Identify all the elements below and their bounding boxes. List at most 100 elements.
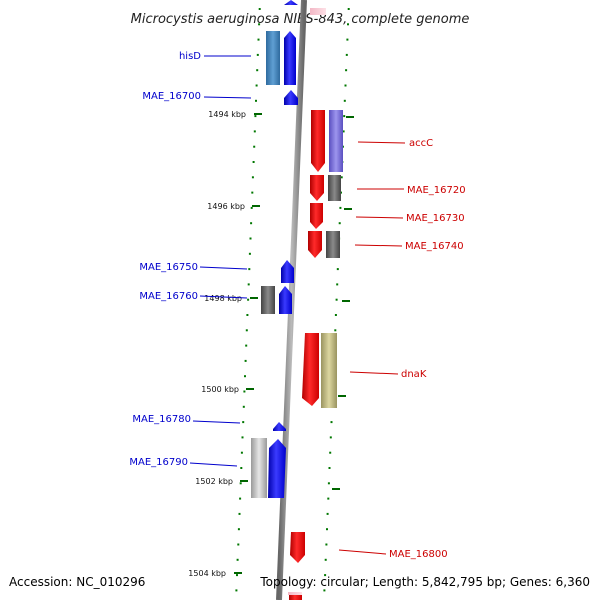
guide-dot <box>334 329 337 332</box>
gene-box-MAE_16760-gray[interactable] <box>261 286 275 314</box>
guide-dot <box>336 268 339 271</box>
guide-dot <box>339 206 342 209</box>
gene-arrow-hisD[interactable] <box>284 31 296 85</box>
gene-label-accC[interactable]: accC <box>409 138 433 149</box>
tick-1502: 1502 kbp <box>195 477 248 486</box>
tick-label: 1494 kbp <box>208 110 246 119</box>
tick-1504: 1504 kbp <box>188 569 242 578</box>
gene-arrow-MAE_16750[interactable] <box>281 260 294 283</box>
guide-dot <box>340 176 343 179</box>
gene-label-MAE_16800[interactable]: MAE_16800 <box>389 549 448 560</box>
guide-dot <box>254 115 257 118</box>
gene-arrow-partial-top[interactable] <box>284 0 298 5</box>
gene-labels: hisD MAE_16700 MAE_16750 MAE_16760 MAE_1… <box>129 51 465 560</box>
gene-arrow-MAE_16740[interactable] <box>308 231 322 258</box>
guide-dot <box>242 405 245 408</box>
gene-arrow-MAE_16780[interactable] <box>273 422 286 431</box>
guide-dot <box>239 497 242 500</box>
guide-dot <box>347 23 349 26</box>
guide-dot <box>326 528 328 531</box>
guide-dot <box>342 130 345 133</box>
guide-dot <box>338 222 341 225</box>
genome-summary-text: Topology: circular; Length: 5,842,795 bp… <box>260 575 590 589</box>
tick-1496: 1496 kbp <box>207 202 260 211</box>
tick-1500: 1500 kbp <box>201 385 254 394</box>
guide-dot <box>251 191 254 194</box>
feature-pink-top <box>310 8 326 15</box>
gene-arrow-MAE_16700[interactable] <box>284 90 298 105</box>
gene-arrow-MAE_16730[interactable] <box>310 203 323 229</box>
gene-label-MAE_16700[interactable]: MAE_16700 <box>142 91 201 102</box>
guide-dot <box>247 298 250 301</box>
guide-dot <box>328 467 331 469</box>
gene-label-hisD[interactable]: hisD <box>179 51 201 62</box>
right-ticks <box>332 116 354 490</box>
guide-dot <box>336 283 339 286</box>
gene-label-MAE_16720[interactable]: MAE_16720 <box>407 185 466 196</box>
gene-box-hisD-steel[interactable] <box>266 31 280 85</box>
gene-box-MAE_16740-gray[interactable] <box>326 231 340 258</box>
tick-label: 1504 kbp <box>188 569 226 578</box>
gene-arrow-MAE_16790[interactable] <box>268 439 286 498</box>
tick-label: 1500 kbp <box>201 385 239 394</box>
guide-dot <box>240 451 243 454</box>
guide-dot <box>248 268 251 271</box>
guide-dot <box>245 344 248 347</box>
guide-dot <box>345 69 348 72</box>
gene-box-MAE_16790-light[interactable] <box>251 438 267 498</box>
guide-dot <box>346 38 349 41</box>
guide-dot <box>248 252 251 255</box>
genome-title: Microcystis aeruginosa NIES-843, complet… <box>131 12 470 27</box>
guide-dot <box>330 421 333 424</box>
guide-dot <box>244 375 246 378</box>
guide-dot <box>256 53 259 56</box>
guide-dot <box>258 23 261 26</box>
guide-dot <box>334 314 337 316</box>
guide-dot <box>344 84 347 87</box>
guide-dot <box>235 589 238 592</box>
guide-dot <box>255 84 258 87</box>
tick-label: 1502 kbp <box>195 477 233 486</box>
gene-box-dnaK-olive[interactable] <box>321 333 337 408</box>
gene-arrow-MAE_16800[interactable] <box>290 532 305 563</box>
gene-box-accC-purple[interactable] <box>329 110 343 172</box>
gene-label-dnaK[interactable]: dnaK <box>401 369 427 380</box>
guide-dot <box>253 145 256 148</box>
guide-dot <box>256 69 259 72</box>
guide-dot <box>329 436 332 439</box>
guide-dot <box>250 206 253 209</box>
guide-dot <box>243 390 246 393</box>
gene-label-MAE_16730[interactable]: MAE_16730 <box>406 213 465 224</box>
guide-dot <box>240 467 243 469</box>
guide-dot <box>245 329 248 332</box>
guide-dot <box>327 482 330 485</box>
guide-dot <box>246 314 249 316</box>
gene-arrow-MAE_16720[interactable] <box>310 175 324 201</box>
gene-arrow-accC[interactable] <box>311 110 325 172</box>
guide-dot <box>329 451 332 454</box>
gene-label-MAE_16760[interactable]: MAE_16760 <box>139 291 198 302</box>
gene-label-MAE_16790[interactable]: MAE_16790 <box>129 457 188 468</box>
gene-box-MAE_16720-gray[interactable] <box>328 175 341 201</box>
guide-dot <box>326 512 329 515</box>
gene-features <box>251 0 343 600</box>
guide-dot <box>347 8 350 10</box>
guide-dot <box>327 497 330 500</box>
guide-dot <box>247 283 250 286</box>
guide-dot <box>236 558 239 561</box>
guide-dot <box>237 543 240 546</box>
gene-arrow-dnaK[interactable] <box>302 333 319 406</box>
guide-dot <box>255 99 257 102</box>
gene-label-MAE_16750[interactable]: MAE_16750 <box>139 262 198 273</box>
guide-dot <box>250 222 253 225</box>
gene-box-partial-bottom[interactable] <box>289 595 302 600</box>
gene-label-MAE_16740[interactable]: MAE_16740 <box>405 241 464 252</box>
guide-dot <box>237 528 240 531</box>
guide-dot <box>241 436 244 439</box>
gene-label-MAE_16780[interactable]: MAE_16780 <box>132 414 191 425</box>
axis-ticks: 1494 kbp 1496 kbp 1498 kbp 1500 kbp 1502… <box>188 110 262 578</box>
guide-dot <box>323 589 326 592</box>
guide-dot <box>249 237 252 240</box>
gene-arrow-MAE_16760[interactable] <box>279 286 292 314</box>
